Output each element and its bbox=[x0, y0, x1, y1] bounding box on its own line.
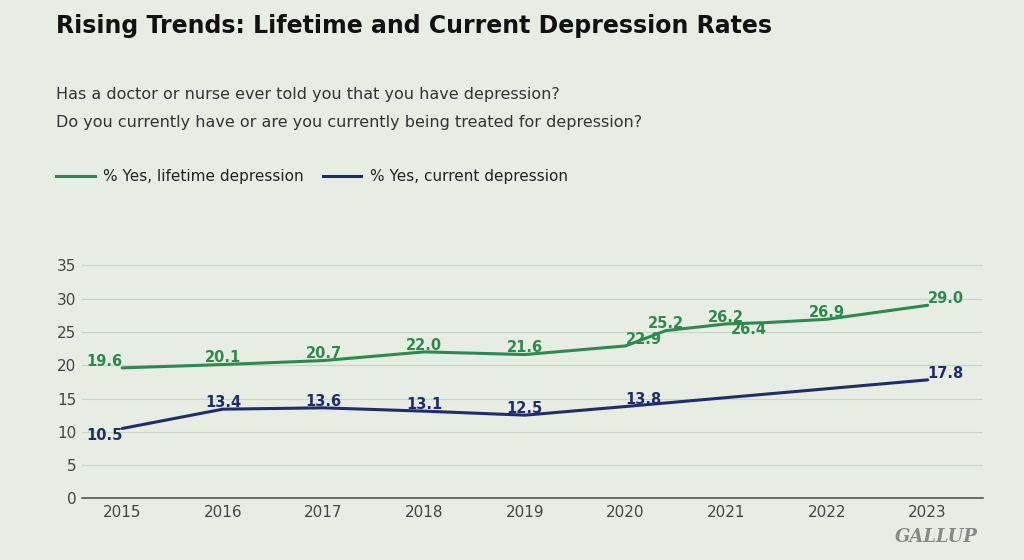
Text: 13.1: 13.1 bbox=[407, 397, 442, 412]
Text: 19.6: 19.6 bbox=[86, 354, 122, 368]
Text: 26.4: 26.4 bbox=[730, 322, 767, 337]
Text: % Yes, current depression: % Yes, current depression bbox=[370, 169, 567, 184]
Text: 26.2: 26.2 bbox=[709, 310, 744, 325]
Text: 29.0: 29.0 bbox=[928, 291, 964, 306]
Text: 13.8: 13.8 bbox=[626, 393, 662, 407]
Text: 26.9: 26.9 bbox=[809, 305, 845, 320]
Text: Rising Trends: Lifetime and Current Depression Rates: Rising Trends: Lifetime and Current Depr… bbox=[56, 14, 772, 38]
Text: 10.5: 10.5 bbox=[86, 428, 122, 442]
Text: 22.0: 22.0 bbox=[407, 338, 442, 353]
Text: 13.6: 13.6 bbox=[305, 394, 342, 409]
Text: 12.5: 12.5 bbox=[507, 401, 543, 416]
Text: 25.2: 25.2 bbox=[648, 316, 684, 332]
Text: 20.1: 20.1 bbox=[205, 351, 241, 365]
Text: 13.4: 13.4 bbox=[205, 395, 241, 410]
Text: 22.9: 22.9 bbox=[626, 332, 662, 347]
Text: 17.8: 17.8 bbox=[928, 366, 964, 381]
Text: 21.6: 21.6 bbox=[507, 340, 543, 356]
Text: GALLUP: GALLUP bbox=[895, 528, 978, 546]
Text: 20.7: 20.7 bbox=[305, 347, 342, 361]
Text: Do you currently have or are you currently being treated for depression?: Do you currently have or are you current… bbox=[56, 115, 642, 130]
Text: Has a doctor or nurse ever told you that you have depression?: Has a doctor or nurse ever told you that… bbox=[56, 87, 560, 102]
Text: % Yes, lifetime depression: % Yes, lifetime depression bbox=[103, 169, 304, 184]
